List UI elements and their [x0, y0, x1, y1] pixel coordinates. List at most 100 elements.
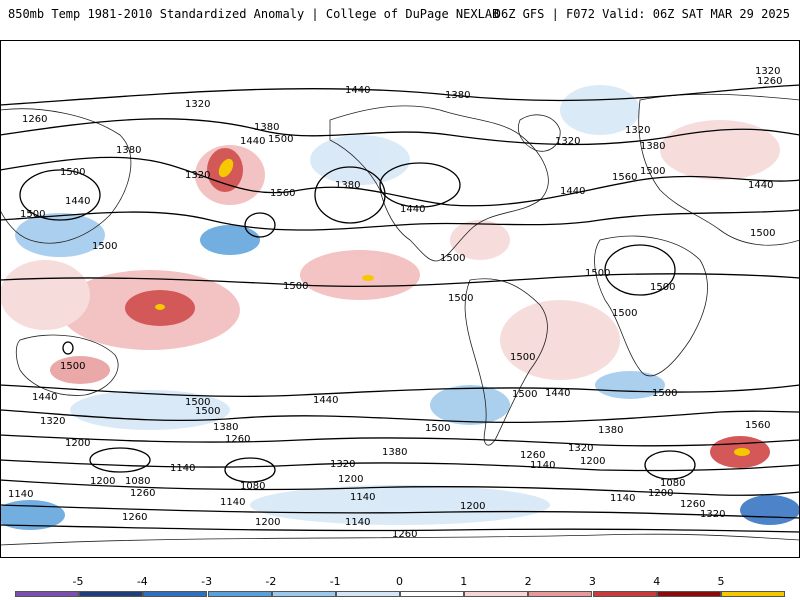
- contour-label: 1200: [255, 517, 280, 528]
- colorbar-segment: [335, 591, 400, 597]
- contour-label: 1260: [225, 434, 250, 445]
- map-title: 850mb Temp 1981-2010 Standardized Anomal…: [8, 7, 500, 21]
- contour-label: 1440: [65, 196, 90, 207]
- contour-label: 1320: [700, 509, 725, 520]
- contour-label: 1080: [660, 478, 685, 489]
- contour-label: 1560: [612, 172, 637, 183]
- warm-anomaly-5: [300, 250, 420, 300]
- header: 850mb Temp 1981-2010 Standardized Anomal…: [0, 0, 800, 40]
- contour-label: 1260: [130, 488, 155, 499]
- contour-label: 1320: [755, 66, 780, 77]
- colorbar-tick-label: 5: [717, 575, 725, 588]
- contour-label: 1200: [338, 474, 363, 485]
- contour-label: 1500: [60, 361, 85, 372]
- warm-anomaly-7: [0, 260, 90, 330]
- contour-line: [0, 459, 800, 472]
- colorbar-segment: [271, 591, 336, 597]
- contour-label: 1500: [185, 397, 210, 408]
- contour-label: 1440: [240, 136, 265, 147]
- colorbar-tick-label: 0: [396, 575, 403, 588]
- height-contours: [0, 84, 800, 533]
- contour-label: 1380: [116, 145, 141, 156]
- contour-line: [0, 479, 800, 496]
- warm-anomaly-10: [50, 356, 110, 384]
- contour-label: 1560: [745, 420, 770, 431]
- contour-label: 1320: [625, 125, 650, 136]
- cold-anomaly-8: [310, 135, 410, 185]
- contour-label: 1500: [652, 388, 677, 399]
- contour-label: 1500: [20, 209, 45, 220]
- australia-coast: [15, 334, 119, 396]
- cold-anomalies: [0, 85, 800, 530]
- contour-label: 1380: [254, 122, 279, 133]
- contour-line: [0, 434, 800, 447]
- contour-label: 1440: [748, 180, 773, 191]
- contour-label: 1320: [330, 459, 355, 470]
- colorbar-tick-label: 3: [588, 575, 596, 588]
- cold-anomaly-9: [560, 85, 640, 135]
- contour-label: 1200: [580, 456, 605, 467]
- contour-label: 1260: [392, 529, 417, 540]
- contour-label: 1140: [530, 460, 555, 471]
- contour-label: 1140: [610, 493, 635, 504]
- colorbar-tick-label: -5: [72, 575, 84, 588]
- contour-line: [0, 209, 800, 231]
- valid-time: 06Z GFS | F072 Valid: 06Z SAT MAR 29 202…: [493, 7, 790, 21]
- contour-label: 1140: [345, 517, 370, 528]
- colorbar-segment: [15, 591, 80, 597]
- contour-label: 1500: [195, 406, 220, 417]
- contour-label: 1200: [460, 501, 485, 512]
- extreme-anomaly-3: [155, 304, 165, 310]
- contour-label: 1140: [8, 489, 33, 500]
- extreme-anomalies: [155, 158, 750, 456]
- closed-contour: [604, 244, 676, 296]
- contour-label: 1260: [520, 450, 545, 461]
- closed-contour: [224, 457, 276, 483]
- contour-label: 1500: [60, 167, 85, 178]
- contour-label: 1560: [270, 188, 295, 199]
- closed-contour: [644, 450, 696, 480]
- colorbar-tick-label: -4: [136, 575, 148, 588]
- contour-label: 1080: [240, 481, 265, 492]
- extreme-anomaly-1: [218, 158, 234, 178]
- coastlines: [0, 93, 800, 546]
- extreme-anomaly-2: [362, 275, 374, 281]
- colorbar-tick-label: -2: [265, 575, 277, 588]
- warm-anomaly-11: [450, 220, 510, 260]
- closed-contour: [244, 212, 276, 238]
- warm-anomaly-9: [660, 120, 780, 180]
- contour-label: 1260: [122, 512, 147, 523]
- africa-coast: [594, 235, 708, 377]
- contour-label-group: 1320 1440 1380 1320 1260 1260 1380 1500 …: [8, 66, 782, 540]
- colorbar-tick-label: -3: [201, 575, 213, 588]
- eurasia-coast: [638, 93, 800, 246]
- contour-label: 1500: [510, 352, 535, 363]
- colorbar-segment: [400, 591, 465, 597]
- colorbar-tick-label: 1: [460, 575, 468, 588]
- contour-label: 1320: [568, 443, 593, 454]
- contour-label: 1500: [640, 166, 665, 177]
- contour-label: 1200: [65, 438, 90, 449]
- contour-line: [0, 156, 800, 207]
- contour-label: 1320: [555, 136, 580, 147]
- contour-label: 1260: [22, 114, 47, 125]
- contour-label: 1320: [40, 416, 65, 427]
- contour-label: 1500: [612, 308, 637, 319]
- contour-label: 1500: [448, 293, 473, 304]
- contour-line: [0, 524, 800, 533]
- contour-label: 1500: [283, 281, 308, 292]
- contour-label: 1380: [335, 180, 360, 191]
- contour-line: [0, 118, 800, 146]
- cold-anomaly-7: [250, 485, 550, 525]
- contour-label: 1440: [400, 204, 425, 215]
- contour-label: 1380: [598, 425, 623, 436]
- cold-anomaly-1: [15, 213, 105, 257]
- greenland-coast: [518, 114, 561, 152]
- contour-label: 1440: [560, 186, 585, 197]
- cold-anomaly-2: [200, 225, 260, 255]
- colorbar-segment: [656, 591, 721, 597]
- legend-colorbar: -5 -4 -3 -2 -1 0 1 2 3 4 5: [0, 570, 800, 600]
- contour-label: 1320: [185, 99, 210, 110]
- contour-label: 1260: [757, 76, 782, 87]
- colorbar-segment: [592, 591, 657, 597]
